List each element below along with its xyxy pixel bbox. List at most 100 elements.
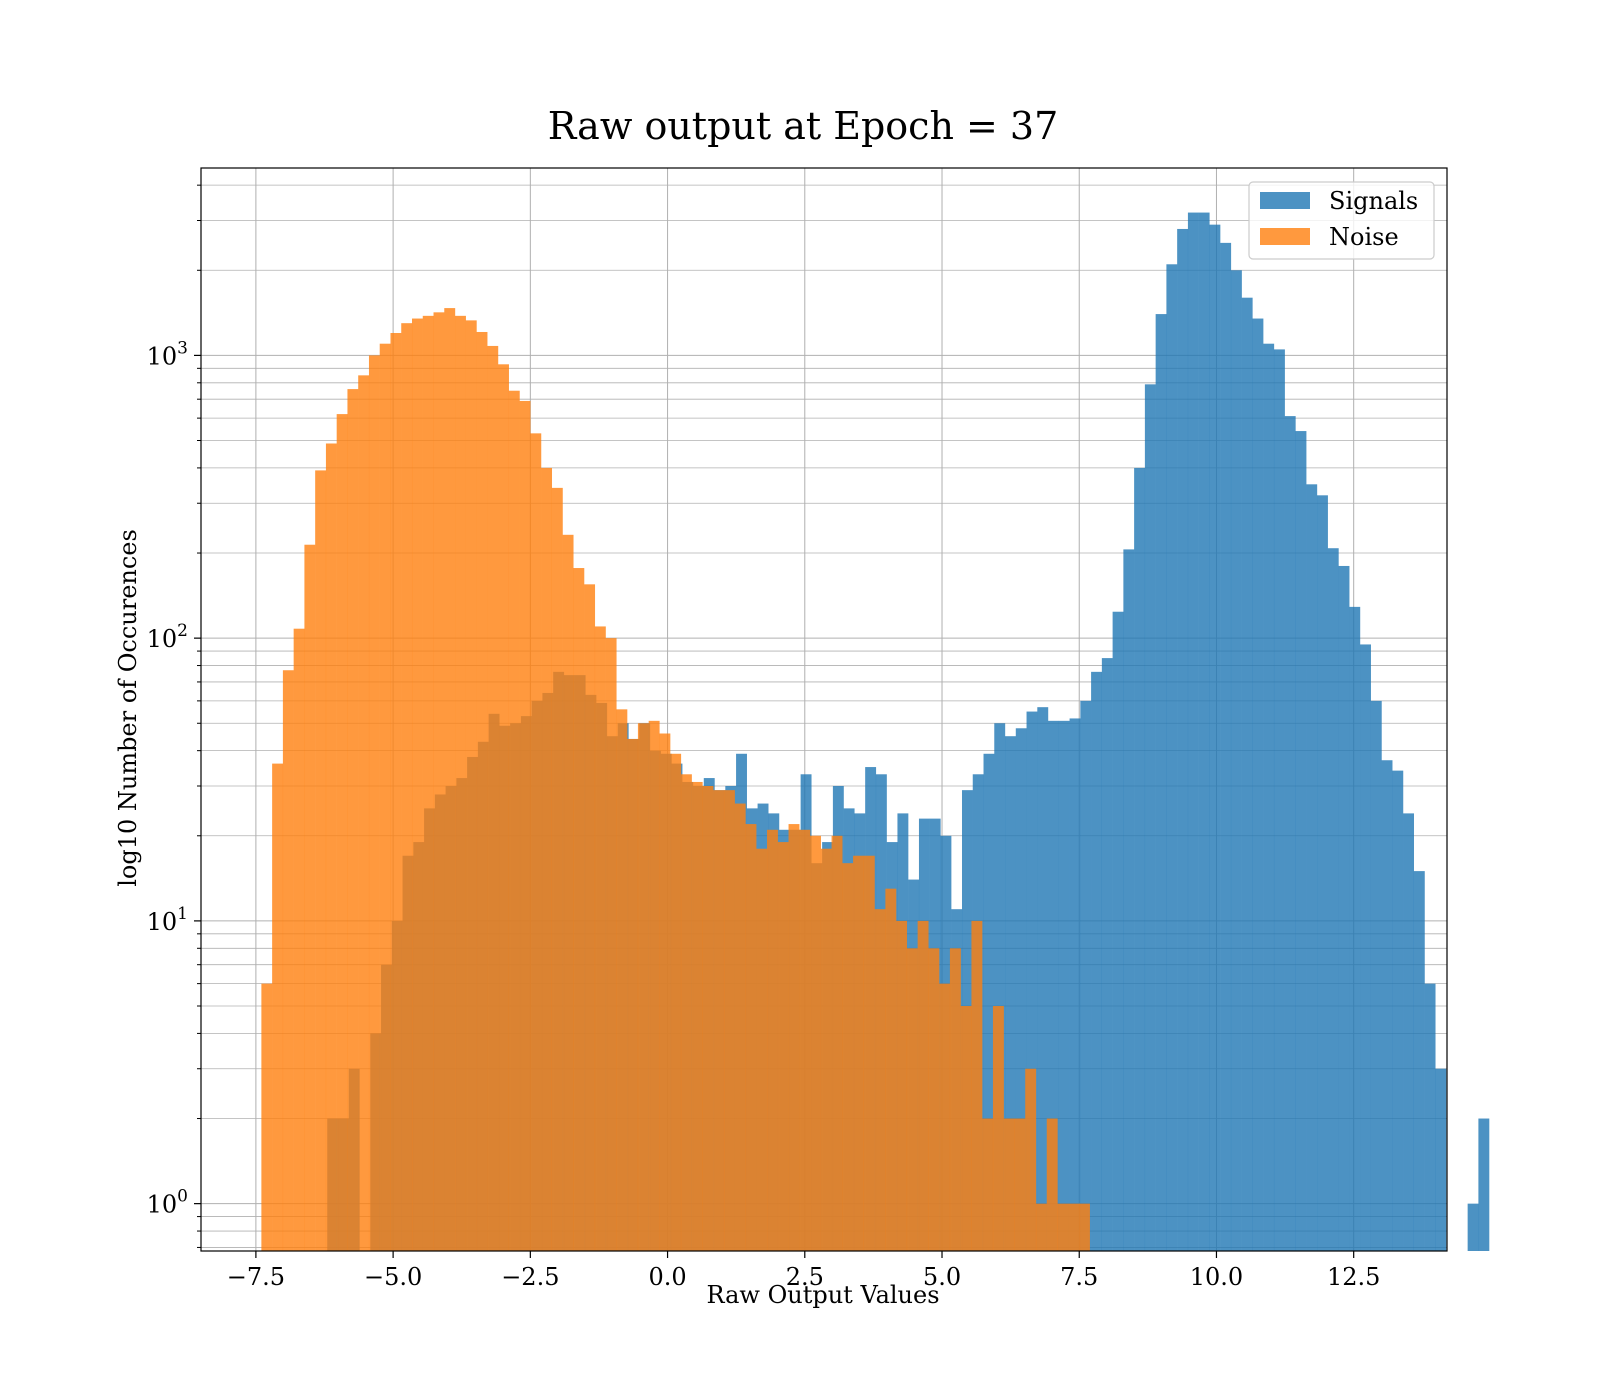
bar-noise: [767, 829, 778, 1251]
bar-noise: [411, 318, 423, 1252]
legend-swatch-noise: [1260, 228, 1310, 245]
legend-label-signals: Signals: [1329, 187, 1418, 215]
bar-noise: [584, 584, 596, 1251]
bar-noise: [734, 803, 746, 1251]
bar-signals: [1037, 707, 1049, 1251]
bar-noise: [401, 323, 413, 1251]
bar-noise: [476, 331, 488, 1251]
bar-noise: [1046, 1118, 1058, 1251]
bar-signals: [1338, 565, 1350, 1251]
bar-noise: [1035, 1203, 1047, 1251]
x-tick-label: 12.5: [1327, 1263, 1380, 1291]
bar-noise: [1014, 1118, 1026, 1251]
bar-noise: [433, 312, 445, 1252]
bar-signals: [1478, 1118, 1490, 1251]
bar-noise: [498, 364, 509, 1252]
bar-noise: [390, 333, 402, 1251]
y-tick-label: 102: [147, 621, 188, 653]
bar-signals: [1155, 314, 1167, 1252]
bar-noise: [648, 720, 660, 1251]
bar-noise: [605, 638, 617, 1251]
x-tick-label: 10.0: [1190, 1263, 1243, 1291]
bar-signals: [1166, 264, 1178, 1252]
bar-noise: [831, 835, 843, 1251]
bar-noise: [304, 544, 316, 1251]
bar-signals: [1005, 736, 1016, 1251]
bar-signals: [1230, 270, 1242, 1251]
bar-signals: [1370, 700, 1382, 1251]
bar-signals: [1015, 728, 1027, 1251]
bar-signals: [1467, 1203, 1479, 1251]
bar-noise: [336, 414, 348, 1252]
bar-signals: [1284, 416, 1296, 1251]
bar-signals: [1123, 549, 1135, 1251]
bar-noise: [788, 824, 800, 1251]
bar-noise: [691, 781, 703, 1251]
bar-noise: [885, 888, 897, 1251]
bar-signals: [1381, 760, 1393, 1251]
bar-signals: [1252, 318, 1264, 1252]
bar-noise: [992, 1006, 1004, 1251]
bar-noise: [637, 723, 649, 1251]
bar-signals: [1058, 720, 1070, 1251]
bar-noise: [702, 785, 714, 1251]
bar-signals: [1112, 611, 1124, 1251]
bar-signals: [1403, 813, 1414, 1251]
bar-noise: [573, 568, 585, 1251]
bar-signals: [1134, 467, 1146, 1252]
bar-noise: [842, 863, 854, 1251]
chart-title: Raw output at Epoch = 37: [548, 104, 1059, 148]
bar-noise: [282, 670, 294, 1251]
bar-signals: [1187, 212, 1199, 1252]
bar-signals: [1177, 228, 1189, 1251]
bar-noise: [949, 948, 961, 1251]
bar-noise: [896, 920, 908, 1251]
x-axis-label: Raw Output Values: [706, 1281, 939, 1309]
bars-layer: [261, 212, 1490, 1252]
bar-noise: [820, 848, 832, 1251]
x-tick-label: 2.5: [786, 1263, 824, 1291]
bar-signals: [1263, 343, 1275, 1251]
bar-signals: [1413, 871, 1425, 1251]
bar-noise: [971, 920, 983, 1251]
series-noise: [261, 308, 1090, 1252]
bar-noise: [368, 355, 380, 1251]
bar-noise: [874, 909, 886, 1251]
bar-noise: [444, 308, 456, 1251]
y-axis-label: log10 Number of Occurences: [114, 529, 142, 887]
bar-noise: [541, 467, 553, 1252]
bar-signals: [1101, 658, 1113, 1251]
bar-signals: [1080, 700, 1092, 1251]
bar-signals: [1317, 495, 1328, 1251]
bar-noise: [465, 320, 477, 1251]
bar-signals: [1198, 212, 1210, 1252]
bar-noise: [863, 855, 875, 1251]
bar-noise: [272, 763, 284, 1251]
bar-noise: [594, 626, 606, 1251]
bar-noise: [616, 709, 628, 1251]
bar-noise: [347, 389, 359, 1252]
bar-noise: [928, 948, 940, 1251]
bar-signals: [1241, 297, 1253, 1251]
bar-noise: [777, 842, 789, 1251]
bar-signals: [994, 723, 1006, 1251]
axes-frame: [200, 167, 1448, 1252]
bar-noise: [627, 738, 639, 1251]
bar-signals: [1091, 671, 1103, 1251]
y-tick-label: 103: [147, 338, 188, 370]
bar-noise: [261, 983, 273, 1251]
bar-noise: [519, 400, 531, 1251]
x-tick-label: −5.0: [364, 1263, 422, 1291]
bar-noise: [1057, 1203, 1069, 1251]
bar-signals: [1209, 224, 1221, 1251]
bar-signals: [1327, 548, 1339, 1251]
bar-noise: [723, 790, 735, 1251]
bar-noise: [562, 534, 574, 1251]
bar-noise: [756, 848, 768, 1251]
x-tick-label: 0.0: [648, 1263, 686, 1291]
legend: Signals Noise: [1248, 181, 1435, 260]
bar-noise: [1025, 1068, 1037, 1251]
x-tick-label: −7.5: [227, 1263, 285, 1291]
bar-noise: [487, 345, 499, 1251]
